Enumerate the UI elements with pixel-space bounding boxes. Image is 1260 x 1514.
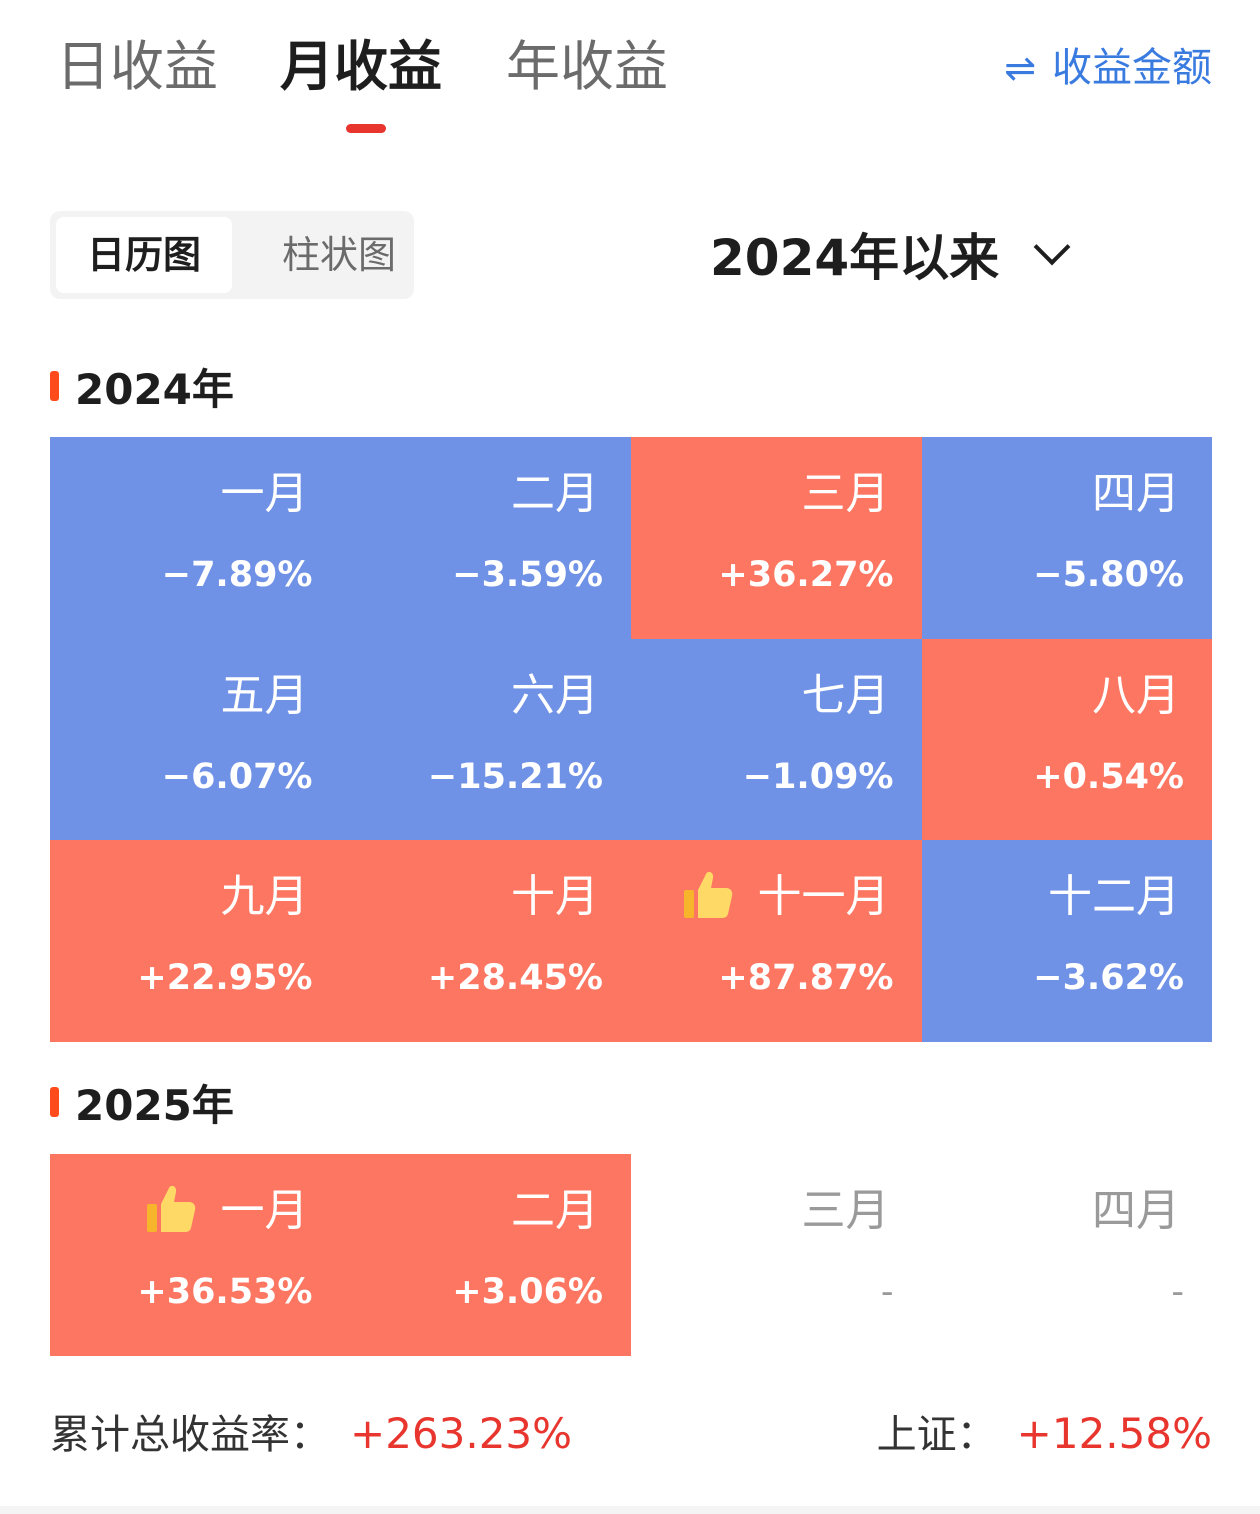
year-marker (50, 371, 59, 401)
total-return-value: +263.23% (350, 1409, 573, 1458)
month-cell: 三月 - (631, 1154, 922, 1356)
month-cell[interactable]: 十一月 +87.87% (631, 840, 922, 1042)
month-cell[interactable]: 三月 +36.27% (631, 437, 922, 639)
month-name: 十二月 (1048, 871, 1180, 923)
month-name: 八月 (1092, 669, 1180, 721)
month-name: 二月 (511, 468, 599, 519)
month-cell[interactable]: 十二月 −3.62% (921, 840, 1212, 1042)
month-return: +28.45% (427, 958, 603, 999)
view-switch: 日历图 柱状图 (50, 211, 414, 299)
month-grid-2025: 一月 +36.53% 二月 +3.06% 三月 - 四月 - (50, 1154, 1212, 1356)
month-cell: 四月 - (922, 1154, 1213, 1356)
month-return: −3.59% (452, 555, 603, 595)
thumbs-up-icon (146, 1185, 195, 1232)
month-return: −7.89% (161, 555, 313, 595)
month-name: 六月 (511, 669, 599, 721)
month-return: −1.09% (742, 756, 894, 797)
month-name: 七月 (801, 669, 890, 721)
month-return: −15.21% (427, 756, 603, 797)
month-name: 四月 (1092, 468, 1180, 519)
month-return: +22.95% (137, 958, 313, 999)
month-cell[interactable]: 六月 −15.21% (340, 638, 631, 841)
month-return: - (1171, 1272, 1184, 1312)
month-name: 五月 (220, 669, 309, 721)
total-return: 累计总收益率： +263.23% (50, 1408, 572, 1461)
month-return: +0.54% (1033, 756, 1184, 797)
month-name: 四月 (1092, 1185, 1180, 1236)
index-return-value: +12.58% (1016, 1409, 1212, 1458)
month-name: 十月 (511, 871, 599, 923)
range-dropdown[interactable]: 2024年以来 (710, 222, 1071, 287)
month-cell[interactable]: 二月 −3.59% (340, 437, 631, 639)
month-grid-2024: 一月 −7.89% 二月 −3.59% 三月 +36.27% 四月 −5.80% 五月 −6.07… (50, 437, 1212, 1042)
month-cell[interactable]: 九月 +22.95% (50, 840, 341, 1042)
year-header-2024: 2024年 (50, 358, 234, 414)
month-name: 一月 (220, 1185, 309, 1236)
month-cell[interactable]: 二月 +3.06% (340, 1154, 631, 1356)
view-calendar-button[interactable]: 日历图 (56, 217, 232, 293)
month-cell[interactable]: 一月 +36.53% (50, 1154, 341, 1356)
amount-toggle-label: 收益金额 (1052, 45, 1212, 91)
month-name: 十一月 (757, 871, 890, 923)
month-return: +36.27% (718, 555, 894, 595)
month-name: 一月 (220, 468, 309, 519)
amount-toggle-button[interactable]: ⇌ 收益金额 (1004, 42, 1212, 94)
month-name: 二月 (511, 1185, 599, 1236)
month-cell[interactable]: 四月 −5.80% (921, 437, 1212, 639)
month-cell[interactable]: 五月 −6.07% (50, 638, 341, 841)
month-name: 三月 (801, 468, 890, 519)
month-return: +36.53% (137, 1272, 313, 1312)
bottom-divider (0, 1506, 1260, 1514)
month-return: +87.87% (718, 958, 894, 999)
month-cell[interactable]: 十月 +28.45% (340, 840, 631, 1042)
index-return: 上证： +12.58% (877, 1408, 1212, 1461)
tab-yearly[interactable]: 年收益 (506, 35, 668, 98)
tab-daily[interactable]: 日收益 (56, 35, 218, 98)
active-tab-indicator (346, 124, 386, 133)
year-title: 2024年 (75, 364, 234, 414)
chevron-down-icon (1033, 228, 1071, 266)
month-cell[interactable]: 七月 −1.09% (631, 638, 922, 841)
month-return: - (880, 1272, 894, 1312)
month-cell[interactable]: 一月 −7.89% (50, 437, 341, 639)
index-return-label: 上证： (876, 1412, 997, 1458)
total-return-label: 累计总收益率： (50, 1412, 330, 1458)
month-return: −5.80% (1033, 555, 1184, 595)
year-title: 2025年 (75, 1080, 234, 1130)
thumbs-up-icon (683, 872, 732, 919)
period-tabs: 日收益 月收益 年收益 ⇌ 收益金额 (0, 0, 1260, 150)
month-name: 三月 (801, 1185, 890, 1236)
month-return: −6.07% (161, 756, 313, 797)
month-cell[interactable]: 八月 +0.54% (921, 638, 1212, 841)
month-return: +3.06% (452, 1272, 603, 1312)
month-return: −3.62% (1033, 958, 1184, 999)
year-marker (50, 1087, 59, 1117)
view-bar-button[interactable]: 柱状图 (282, 233, 397, 277)
swap-icon: ⇌ (1004, 46, 1036, 90)
range-label: 2024年以来 (710, 229, 1000, 287)
year-header-2025: 2025年 (50, 1074, 234, 1130)
tab-monthly[interactable]: 月收益 (280, 35, 442, 98)
month-name: 九月 (220, 871, 309, 923)
